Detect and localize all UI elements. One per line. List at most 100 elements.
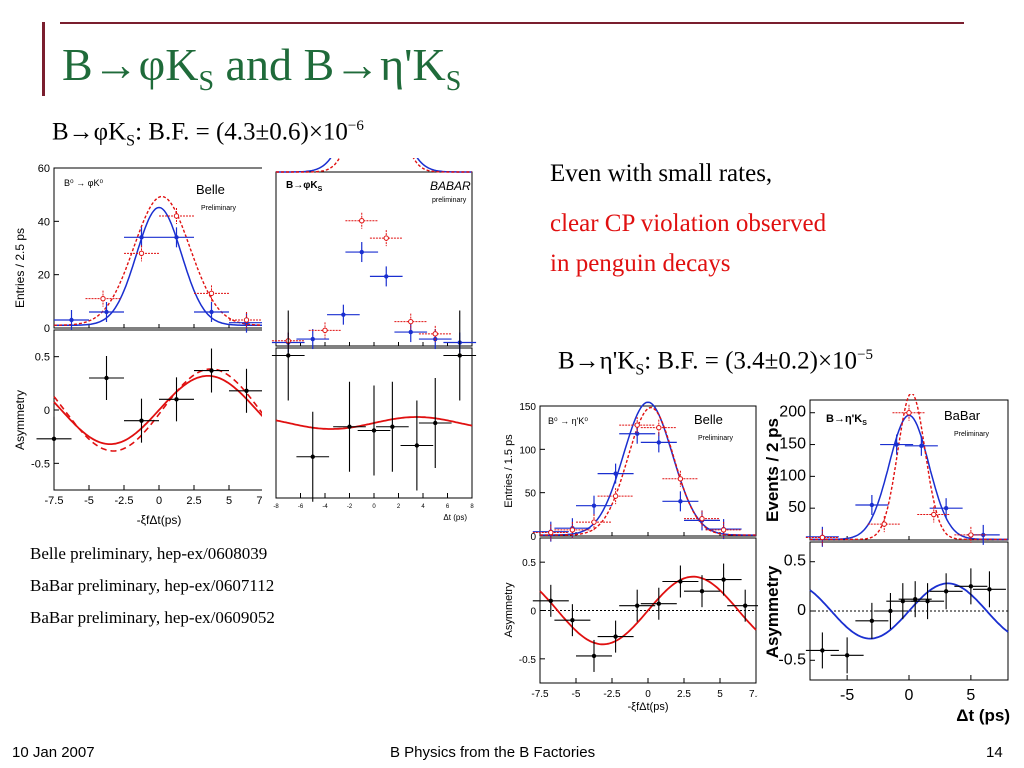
fit-curve-red [540, 406, 756, 536]
asymmetry-point [371, 428, 377, 433]
y-tick-label: 60 [38, 163, 50, 175]
data-point-blue [174, 235, 179, 240]
ylabel-asymmetry: Asymmetry [763, 565, 782, 658]
legend-decay: B→η'KS [826, 413, 867, 427]
asymmetry-point [943, 589, 949, 594]
x-tick-label: 5 [966, 687, 975, 704]
asymmetry-point [613, 634, 618, 639]
data-point-blue [104, 309, 109, 315]
data-point-red [383, 235, 389, 241]
x-tick-label: 0 [156, 495, 162, 507]
asymmetry-point [968, 584, 974, 589]
data-point-blue [341, 312, 346, 317]
y-tick-label: 40 [38, 216, 50, 228]
x-tick-label: -2 [347, 504, 353, 510]
data-point-red [968, 532, 974, 538]
data-point-blue [894, 442, 899, 447]
data-point-red [906, 410, 912, 416]
x-tick-label: -4 [322, 504, 328, 510]
xlabel: -ξfΔt(ps) [628, 701, 669, 713]
x-tick-label: 6 [446, 504, 450, 510]
y-tick-label: 150 [779, 436, 806, 453]
x-tick-label: 5 [226, 495, 232, 507]
babar-etapks-plot: -5 0 5 50 100 150 200 -0.5 0 0.5 Events / 2 ps As… [758, 394, 1020, 726]
y-tick-label: 0 [44, 405, 50, 417]
y-tick-label: 0 [44, 323, 50, 335]
data-point-red [677, 476, 684, 482]
data-point-red [720, 527, 727, 533]
experiment-label: BaBar [944, 408, 981, 423]
x-tick-label: -6 [298, 504, 304, 510]
y-tick-label: -0.5 [31, 458, 50, 470]
side-rule [42, 22, 45, 96]
asymmetry-point [104, 375, 109, 381]
note-cp-violation-1: clear CP violation observed [550, 210, 827, 237]
top-frame [53, 167, 265, 329]
x-tick-label: 8 [470, 504, 474, 510]
top-rule [60, 22, 964, 24]
citation-belle: Belle preliminary, hep-ex/0608039 [30, 544, 268, 563]
data-point-red [359, 218, 365, 224]
y-tick-label: 50 [788, 499, 806, 516]
data-point-red [591, 519, 597, 525]
y-tick-label: 50 [525, 489, 537, 500]
y-tick-label: 0 [530, 607, 536, 618]
asymmetry-point [820, 648, 825, 653]
x-tick-label: 4 [421, 504, 425, 510]
data-point-red [656, 424, 662, 431]
asymmetry-point [139, 418, 144, 423]
y-tick-label: 0.5 [522, 558, 536, 569]
asymmetry-point [209, 368, 214, 373]
y-tick-label: -0.5 [778, 651, 806, 668]
data-point-blue [656, 440, 661, 445]
asymmetry-fit-curve-dashed [53, 368, 265, 452]
x-tick-label: 5 [717, 689, 723, 700]
footer-date: 10 Jan 2007 [12, 744, 95, 761]
data-point-red [408, 318, 414, 325]
note-cp-violation-2: in penguin decays [550, 250, 731, 277]
ylabel-asymmetry: Asymmetry [503, 582, 515, 638]
x-tick-label: 2.5 [677, 689, 691, 700]
data-point-red [819, 534, 826, 541]
asymmetry-fit-curve [539, 575, 757, 646]
asymmetry-point [414, 443, 420, 448]
data-point-blue [384, 274, 389, 279]
data-point-blue [310, 336, 315, 342]
y-tick-label: 200 [779, 404, 806, 421]
x-tick-label: 0 [372, 504, 376, 510]
y-tick-label: 0.5 [784, 553, 806, 570]
x-tick-label: 7.5 [749, 689, 762, 700]
data-point-blue [919, 443, 924, 449]
y-tick-label: -0.5 [519, 655, 537, 666]
fit-curve-red [276, 158, 472, 173]
experiment-label: BABAR [430, 179, 471, 193]
asymmetry-point [987, 587, 992, 592]
asymmetry-point [286, 353, 291, 358]
asymmetry-point [925, 598, 930, 604]
fit-curve-blue [276, 158, 472, 173]
footer-page-number: 14 [986, 744, 1003, 761]
xlabel: Δt (ps) [956, 706, 1010, 725]
data-point-red [173, 213, 180, 219]
asymmetry-point [51, 436, 57, 441]
phiks-branching-fraction: B→φKS: B.F. = (4.3±0.6)×10−6 [52, 118, 364, 150]
x-tick-label: -7.5 [45, 495, 64, 507]
data-point-blue [635, 431, 640, 436]
citation-babar-1: BaBar preliminary, hep-ex/0607112 [30, 576, 275, 595]
asymmetry-point [310, 454, 315, 459]
x-tick-label: -2.5 [603, 689, 621, 700]
slide-title: B→φKS and B→η'KS [62, 39, 462, 98]
preliminary-label: Preliminary [954, 431, 990, 438]
asymmetry-point [900, 598, 906, 604]
asymmetry-point [869, 618, 875, 624]
x-tick-label: -2.5 [115, 495, 134, 507]
data-point-blue [408, 329, 413, 335]
fit-curve-red [53, 195, 265, 326]
ylabel-entries: Entries / 1.5 ps [503, 434, 515, 508]
data-point-blue [139, 235, 144, 240]
footer-title: B Physics from the B Factories [390, 744, 596, 761]
data-point-blue [678, 499, 683, 504]
x-tick-label: -5 [572, 689, 581, 700]
asymmetry-point [570, 617, 575, 623]
data-point-blue [209, 309, 214, 315]
